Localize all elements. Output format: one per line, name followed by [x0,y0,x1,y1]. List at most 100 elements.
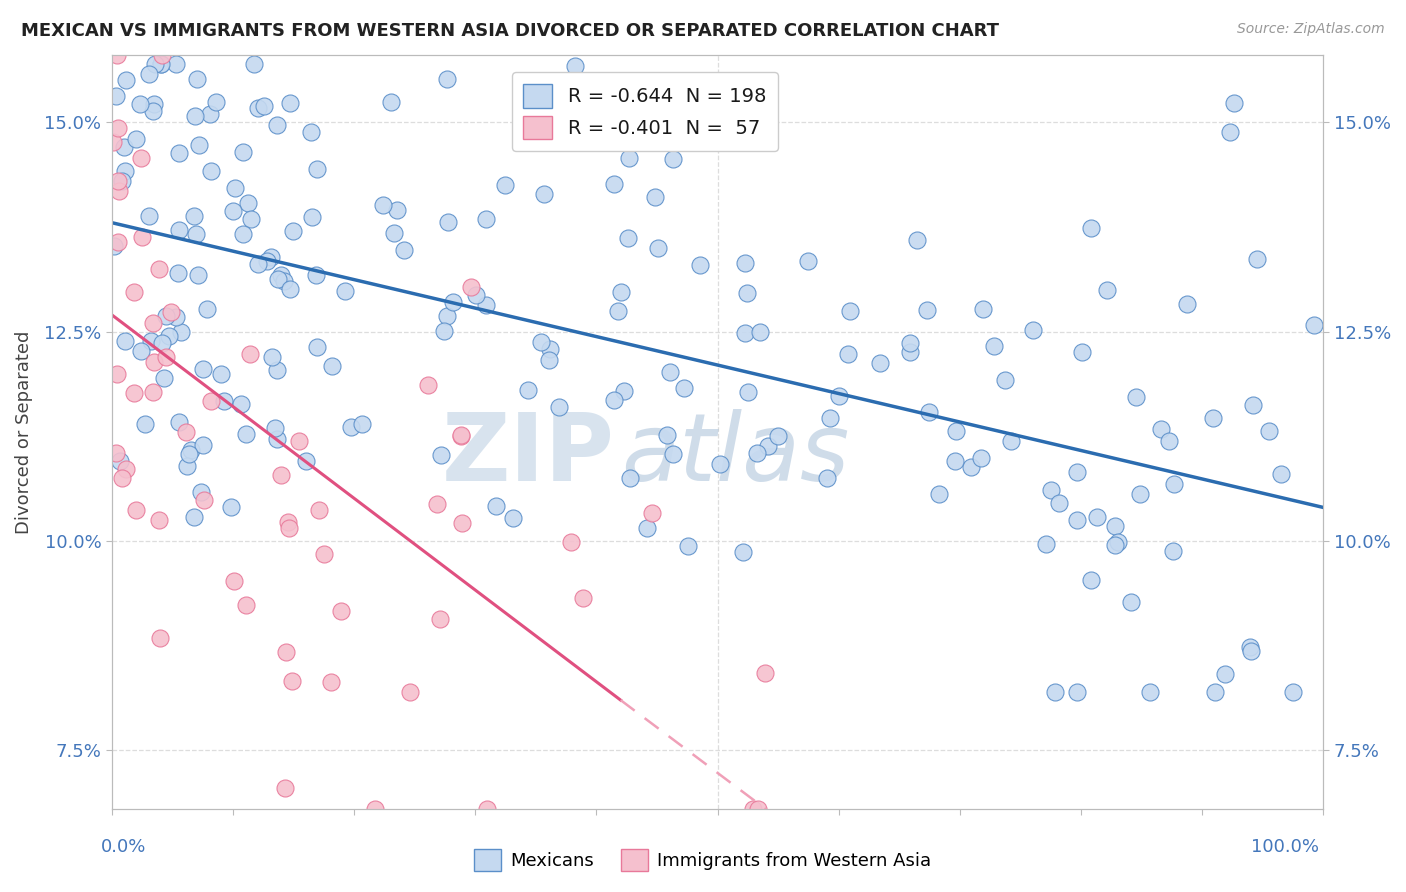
Point [603,177,626,191]
Point [193,492,215,507]
Point [105,48,128,62]
Point [131,230,153,244]
Point [134,417,156,431]
Point [129,344,152,359]
Point [827,389,849,403]
Point [114,334,136,349]
Point [485,499,508,513]
Point [239,346,262,360]
Point [1139,684,1161,698]
Point [176,458,198,473]
Point [475,298,498,312]
Point [114,163,136,178]
Point [915,303,938,318]
Point [1175,297,1198,311]
Point [1125,391,1147,405]
Point [1066,465,1088,479]
Point [148,513,170,527]
Point [242,56,264,70]
Point [295,454,318,468]
Point [451,516,474,531]
Point [108,184,131,198]
Point [1258,424,1281,438]
Point [1121,595,1143,609]
Point [636,521,658,535]
Point [1303,318,1326,332]
Legend: Mexicans, Immigrants from Western Asia: Mexicans, Immigrants from Western Asia [467,842,939,879]
Text: ZIP: ZIP [441,409,614,500]
Point [174,425,197,439]
Point [960,460,983,475]
Point [232,145,254,159]
Point [1219,125,1241,139]
Point [321,359,343,374]
Point [662,152,685,166]
Point [619,471,641,485]
Point [142,96,165,111]
Point [329,604,352,618]
Point [103,239,125,253]
Point [612,384,634,399]
Point [1223,96,1246,111]
Point [143,56,166,70]
Point [1129,486,1152,500]
Point [236,196,259,211]
Point [641,506,664,520]
Point [617,151,640,165]
Point [494,178,516,192]
Point [138,67,160,81]
Point [766,428,789,442]
Point [107,121,129,136]
Point [277,516,299,530]
Point [148,262,170,277]
Point [128,97,150,112]
Point [1241,398,1264,412]
Point [1240,644,1263,658]
Point [231,397,253,411]
Point [737,384,759,399]
Point [308,502,330,516]
Point [288,434,311,448]
Point [177,447,200,461]
Point [450,428,472,442]
Point [610,285,633,299]
Point [647,241,669,255]
Point [1161,544,1184,558]
Point [1270,467,1292,481]
Point [560,535,582,549]
Point [756,439,779,453]
Point [548,400,571,414]
Point [815,471,838,485]
Text: 100.0%: 100.0% [1251,838,1319,855]
Point [1035,537,1057,551]
Point [475,212,498,227]
Point [661,447,683,461]
Point [212,394,235,409]
Point [1000,434,1022,448]
Point [112,140,135,154]
Point [747,802,769,816]
Point [142,316,165,330]
Point [333,284,356,298]
Point [399,685,422,699]
Point [749,325,772,339]
Point [464,288,486,302]
Point [246,101,269,115]
Point [150,56,173,70]
Point [658,365,681,379]
Point [673,381,696,395]
Point [219,500,242,514]
Point [142,385,165,400]
Point [266,119,288,133]
Point [186,72,208,87]
Point [280,673,302,688]
Point [1080,220,1102,235]
Point [222,203,245,218]
Point [945,424,967,438]
Point [869,356,891,370]
Point [195,302,218,317]
Point [416,378,439,392]
Point [149,631,172,645]
Point [231,227,253,241]
Point [564,59,586,73]
